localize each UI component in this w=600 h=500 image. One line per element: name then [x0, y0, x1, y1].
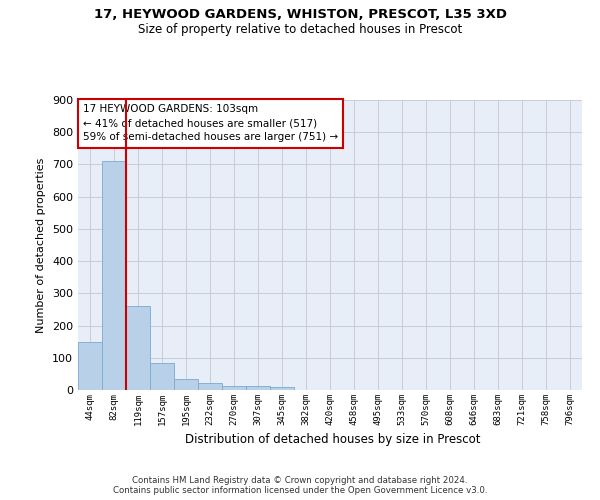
- Bar: [126, 306, 150, 390]
- Text: 17, HEYWOOD GARDENS, WHISTON, PRESCOT, L35 3XD: 17, HEYWOOD GARDENS, WHISTON, PRESCOT, L…: [94, 8, 506, 20]
- Text: Contains HM Land Registry data © Crown copyright and database right 2024.
Contai: Contains HM Land Registry data © Crown c…: [113, 476, 487, 495]
- Bar: [78, 342, 102, 390]
- Bar: [150, 362, 174, 390]
- Bar: [246, 386, 270, 390]
- Bar: [270, 387, 294, 390]
- Bar: [198, 383, 222, 390]
- Bar: [222, 386, 246, 390]
- Bar: [174, 378, 198, 390]
- Bar: [102, 161, 126, 390]
- Text: 17 HEYWOOD GARDENS: 103sqm
← 41% of detached houses are smaller (517)
59% of sem: 17 HEYWOOD GARDENS: 103sqm ← 41% of deta…: [83, 104, 338, 142]
- Text: Distribution of detached houses by size in Prescot: Distribution of detached houses by size …: [185, 432, 481, 446]
- Y-axis label: Number of detached properties: Number of detached properties: [37, 158, 46, 332]
- Text: Size of property relative to detached houses in Prescot: Size of property relative to detached ho…: [138, 22, 462, 36]
